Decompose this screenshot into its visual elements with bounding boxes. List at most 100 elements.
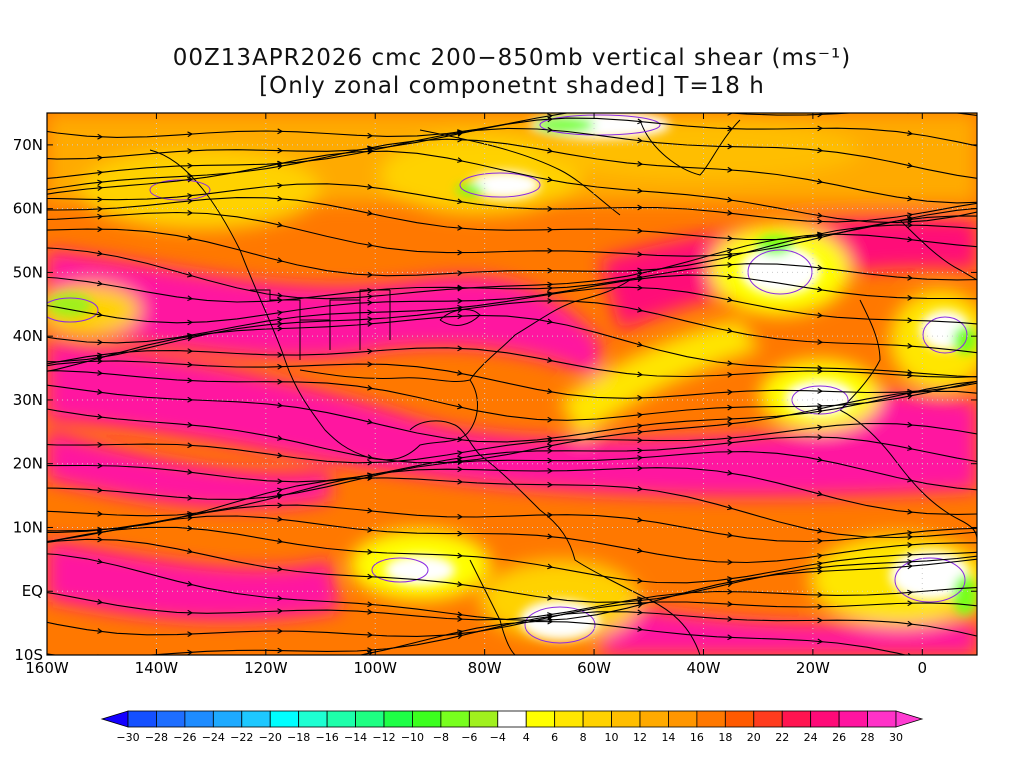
lon-tick-label: 160W (25, 659, 69, 677)
lon-tick-label: 20W (796, 659, 830, 677)
streamline-arrow (277, 452, 284, 459)
streamline-arrow (187, 348, 194, 354)
streamline-arrow (547, 468, 554, 474)
streamline-arrow (97, 598, 104, 605)
streamline-arrow (97, 280, 104, 287)
colorbar-swatch (525, 710, 556, 728)
streamline-arrow (97, 628, 104, 634)
streamline-arrow (97, 226, 104, 233)
colorbar-swatch (668, 710, 698, 728)
streamline-arrow (457, 581, 464, 588)
streamline-arrow (277, 147, 284, 154)
streamline-arrow (97, 352, 104, 359)
streamline-arrow (547, 290, 554, 297)
streamline-arrow (636, 341, 644, 348)
colorbar-label: 16 (690, 731, 704, 744)
streamline (47, 314, 977, 378)
colorbar-swatch (781, 710, 812, 728)
streamline-arrow (817, 147, 824, 154)
streamline-arrow (817, 434, 824, 440)
streamline-arrow (817, 286, 824, 293)
lat-tick-label: 70N (13, 136, 43, 154)
streamline-arrow (187, 495, 194, 501)
streamline (47, 117, 977, 160)
streamline-arrow (637, 577, 644, 584)
lon-tick-label: 60W (577, 659, 611, 677)
streamline-arrow (547, 291, 554, 298)
streamline-arrow (187, 210, 194, 216)
streamline-arrow (547, 147, 554, 154)
streamline-arrow (637, 423, 644, 429)
streamline-arrow (187, 396, 194, 403)
streamline-arrow (817, 264, 824, 271)
map-title: 00Z13APR2026 cmc 200−850mb vertical shea… (0, 44, 1024, 100)
streamline (358, 620, 908, 655)
streamline (47, 587, 977, 621)
streamline-arrow (277, 310, 284, 316)
streamline-arrow (187, 609, 194, 616)
streamline-arrow (727, 166, 734, 173)
streamline-arrow (277, 502, 284, 509)
streamline-arrow (97, 487, 104, 493)
streamline (47, 150, 977, 224)
streamline-arrow (97, 389, 104, 395)
streamline-arrow (367, 210, 374, 216)
streamline-arrow (547, 563, 554, 570)
streamline-arrow (547, 318, 554, 325)
streamline (47, 360, 977, 399)
streamline-arrow (907, 372, 914, 379)
streamline-arrow (727, 421, 734, 427)
streamline-arrow (547, 206, 554, 212)
streamline-arrow (457, 611, 464, 618)
streamline-arrow (907, 559, 914, 565)
streamline (47, 138, 977, 204)
streamline-arrow (97, 250, 104, 257)
streamline-arrow (187, 162, 194, 169)
streamline-arrow (187, 131, 194, 138)
streamline-arrow (817, 603, 824, 610)
streamline-arrow (907, 317, 914, 324)
streamline-arrow (457, 298, 464, 304)
streamline (47, 233, 977, 300)
streamline-arrow (97, 185, 104, 191)
streamline-arrow (457, 157, 464, 163)
streamline (47, 183, 977, 223)
streamline-arrow (817, 178, 824, 185)
streamline (47, 504, 977, 543)
streamline-arrow (637, 307, 644, 313)
streamline-arrow (457, 136, 464, 143)
streamline-arrow (907, 445, 914, 451)
colorbar-swatch (639, 710, 669, 728)
colorbar: −30 −28 −26 −24 −22 −20 −18 −16 −14 −12 −10 −8 −6 −4 4… (100, 710, 924, 744)
streamline-arrow (97, 311, 104, 318)
streamline-arrow (547, 443, 554, 450)
streamline-arrow (97, 370, 104, 376)
zonal-shear-shading (47, 113, 977, 655)
streamline-arrow (907, 600, 914, 607)
streamline-arrow (907, 236, 914, 243)
streamline-arrow (367, 507, 374, 514)
streamline-arrow (727, 125, 734, 132)
streamline-arrow (727, 143, 734, 150)
streamline-arrow (367, 475, 374, 481)
streamline-arrow (187, 513, 194, 519)
streamline-arrow (187, 649, 194, 655)
streamline-arrow (727, 559, 734, 565)
streamline-arrow (187, 515, 194, 521)
streamline-arrow (186, 272, 194, 278)
streamline-arrow (97, 358, 104, 365)
streamline-arrow (277, 538, 284, 544)
colorbar-label: −20 (259, 731, 282, 744)
colorbar-min-arrow (100, 710, 129, 728)
streamline-arrow (187, 234, 194, 241)
streamline-arrow (457, 284, 464, 291)
streamline-arrow (907, 343, 914, 349)
streamline-arrow (727, 372, 734, 378)
streamline-arrow (276, 493, 284, 500)
streamline-arrow (637, 547, 644, 554)
streamline-arrow (277, 378, 284, 385)
streamline-arrow (367, 573, 374, 580)
streamline-arrow (727, 616, 734, 622)
colorbar-label: 22 (775, 731, 789, 744)
